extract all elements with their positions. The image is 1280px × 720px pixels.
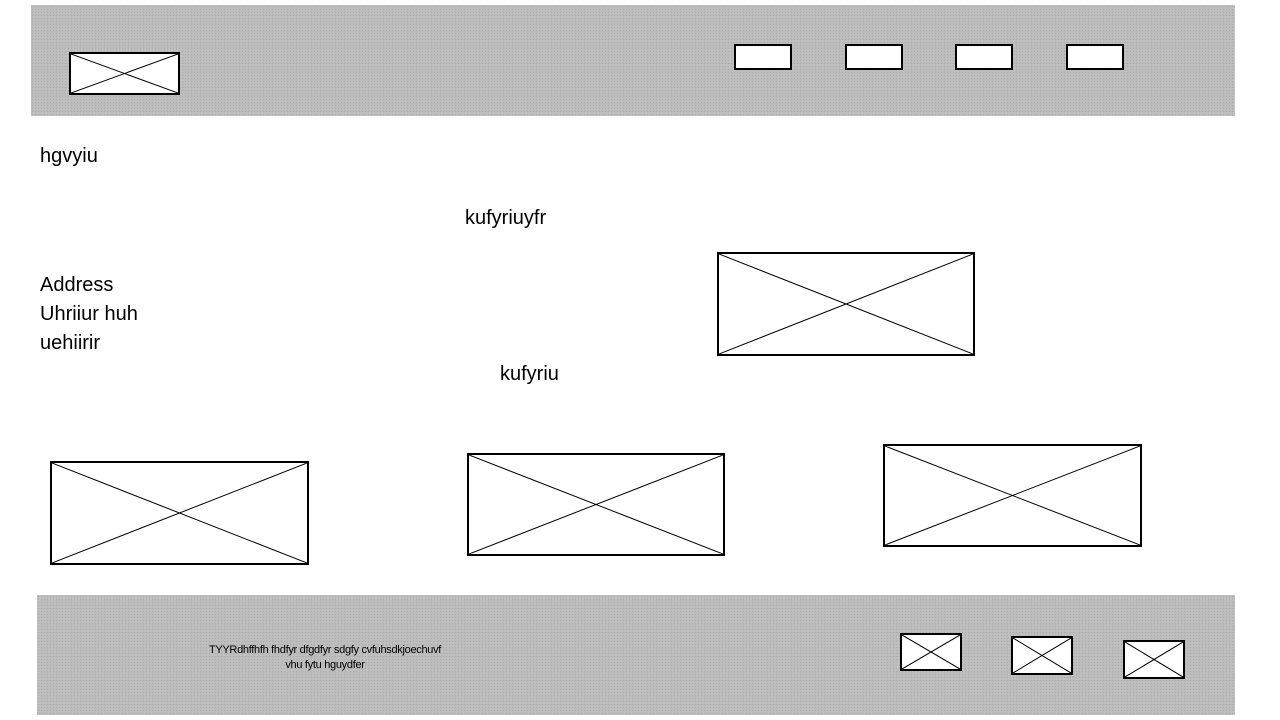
address-line-1: Address [40, 274, 114, 296]
footer-text-line-2: vhu fytu hguydfer [285, 659, 365, 671]
nav-button-1[interactable] [734, 44, 792, 70]
footer-social-3-placeholder-icon[interactable] [1123, 640, 1185, 679]
address-line-2: Uhriiur huh [40, 303, 138, 325]
section-label: hgvyiu [40, 145, 98, 167]
footer-social-2-placeholder-icon[interactable] [1011, 636, 1073, 675]
nav-button-3[interactable] [955, 44, 1013, 70]
footer-text: TYYRdhffhfh fhdfyr dfgdfyr sdgfy cvfuhsd… [190, 643, 460, 673]
nav-button-4[interactable] [1066, 44, 1124, 70]
feature-image-placeholder-icon [717, 252, 975, 356]
footer-social-1-placeholder-icon[interactable] [900, 633, 962, 671]
logo-image-placeholder-icon[interactable] [69, 52, 180, 95]
header-bar [31, 5, 1235, 116]
footer-text-line-1: TYYRdhffhfh fhdfyr dfgdfyr sdgfy cvfuhsd… [208, 644, 442, 656]
gallery-image-2-placeholder-icon [467, 453, 725, 556]
nav-button-2[interactable] [845, 44, 903, 70]
gallery-image-3-placeholder-icon [883, 444, 1142, 547]
gallery-image-1-placeholder-icon [50, 461, 309, 565]
content-heading-2: kufyriu [500, 363, 559, 385]
address-line-3: uehiirir [40, 332, 101, 354]
content-heading-1: kufyriuyfr [465, 207, 547, 229]
